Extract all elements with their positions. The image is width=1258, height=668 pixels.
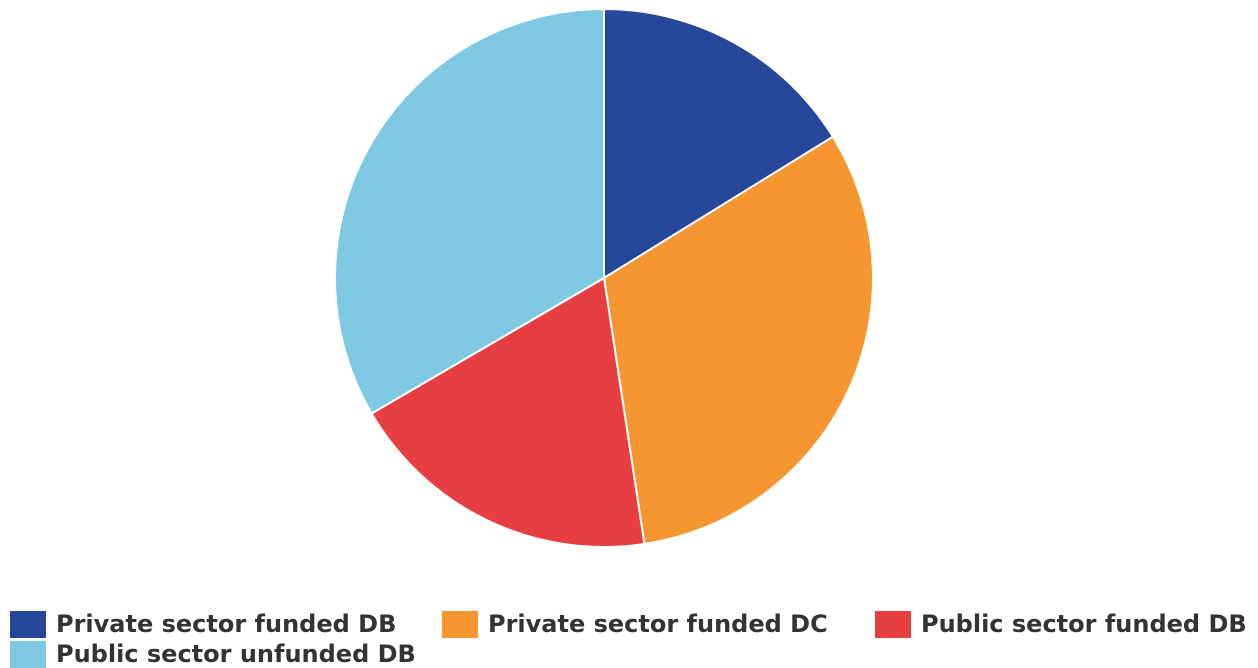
legend-label-private-funded-dc: Private sector funded DC (488, 610, 828, 638)
legend-swatch-public-unfunded-db (10, 640, 46, 668)
legend: Private sector funded DB Private sector … (10, 610, 1258, 668)
legend-item-private-funded-dc: Private sector funded DC (442, 610, 828, 638)
pie-slice-public-funded-db (370, 277, 646, 549)
legend-item-private-funded-db: Private sector funded DB (10, 610, 396, 638)
legend-item-public-unfunded-db: Public sector unfunded DB (10, 640, 416, 668)
legend-swatch-private-funded-dc (442, 610, 478, 638)
legend-label-public-funded-db: Public sector funded DB (921, 610, 1247, 638)
pie-slice-public-unfunded-db (334, 8, 605, 415)
legend-swatch-public-funded-db (875, 610, 911, 638)
legend-swatch-private-funded-db (10, 610, 46, 638)
legend-label-private-funded-db: Private sector funded DB (56, 610, 397, 638)
legend-label-public-unfunded-db: Public sector unfunded DB (56, 640, 416, 668)
pie-slice-private-funded-db (603, 8, 834, 279)
pie-slice-private-funded-dc (603, 135, 875, 545)
legend-item-public-funded-db: Public sector funded DB (875, 610, 1247, 638)
